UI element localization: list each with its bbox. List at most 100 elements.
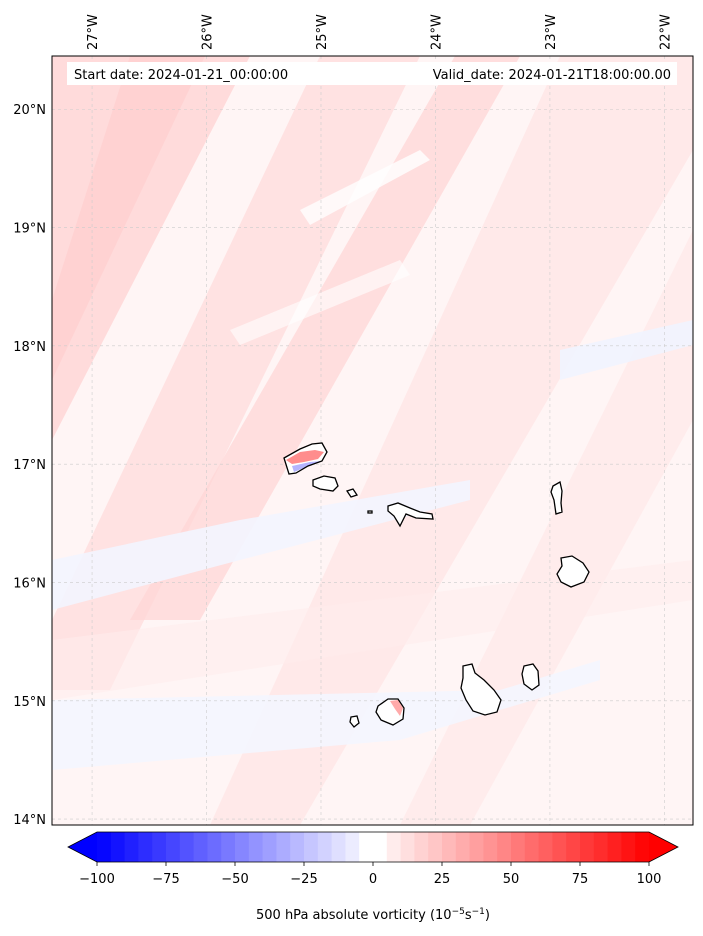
colorbar-body [97,832,650,862]
colorbar-segment [152,832,167,862]
lat-tick-label: 18°N [13,340,46,355]
colorbar-segment [386,832,402,862]
colorbar: −100 −75 −50 −25 0 25 50 75 100 500 hPa absolute… [67,831,679,923]
lat-tick-label: 19°N [13,222,46,237]
colorbar-segment [635,832,650,862]
island-boa-vista [556,555,590,588]
island-fogo [375,698,405,726]
vorticity-band-nw [52,56,205,380]
colorbar-label-exp2: −1 [472,907,485,917]
island-santa-luzia [345,488,359,498]
colorbar-segment [483,832,498,862]
lat-tick-label: 14°N [13,813,46,828]
colorbar-tick-label: −50 [221,872,248,887]
lat-tick-label: 15°N [13,695,46,710]
colorbar-tick-labels: −100 −75 −50 −25 0 25 50 75 100 [79,862,661,887]
map-frame [51,55,694,826]
island-sao-vicente [312,475,339,492]
colorbar-segment [414,832,429,862]
lat-tick-label: 16°N [13,576,46,591]
colorbar-segment [221,832,236,862]
colorbar-segment [304,832,319,862]
colorbar-segment [124,832,139,862]
island-branco [367,510,373,514]
vorticity-band-center-strong [130,56,520,620]
colorbar-label-end: ) [485,908,490,923]
colorbar-segment [593,832,609,862]
lon-tick-label: 25°W [315,14,330,50]
colorbar-segment [262,832,277,862]
vorticity-band-blue-3 [560,320,693,380]
start-date-label: Start date: 2024-01-21_00:00:00 [74,68,288,83]
island-santiago [460,663,502,716]
colorbar-segment [607,832,622,862]
colorbar-segment [359,832,374,862]
lon-tick-label: 24°W [429,14,444,50]
colorbar-tick-label: −75 [152,872,179,887]
island-maio [521,663,540,691]
lat-tick-label: 20°N [13,103,46,118]
colorbar-segment [97,832,112,862]
vorticity-band-white-2 [230,260,410,345]
island-sao-nicolau [387,502,434,528]
lon-tick-label: 22°W [658,14,673,50]
colorbar-segment [193,832,208,862]
island-sal [550,480,563,515]
colorbar-segment [110,832,126,862]
colorbar-segment [455,832,471,862]
colorbar-tick-label: −100 [79,872,115,887]
colorbar-low-extend-arrow [68,832,97,862]
colorbar-segment [400,832,415,862]
vorticity-bands [52,56,693,825]
colorbar-segment [566,832,581,862]
colorbar-tick-label: −25 [290,872,317,887]
latitude-tick-labels: 20°N 19°N 18°N 17°N 16°N 15°N 14°N [13,103,46,828]
colorbar-tick-label: 100 [637,872,662,887]
valid-date-label: Valid_date: 2024-01-21T18:00:00.00 [433,68,671,83]
longitude-tick-labels: 27°W 26°W 25°W 24°W 23°W 22°W [86,14,673,50]
colorbar-segment [524,832,540,862]
vorticity-band-white-1 [300,150,430,225]
colorbar-segment [511,832,526,862]
island-santo-antao [283,442,328,475]
colorbar-segment [290,832,305,862]
colorbar-segment [248,832,264,862]
colorbar-label-main: 500 hPa absolute vorticity (10 [256,908,452,923]
vorticity-band-south [52,560,693,700]
colorbar-segment [331,832,346,862]
colorbar-segment [235,832,250,862]
colorbar-high-extend-arrow [649,832,678,862]
colorbar-segment [469,832,484,862]
lon-tick-label: 26°W [201,14,216,50]
colorbar-segment [442,832,457,862]
vorticity-band-blue-1 [52,480,470,610]
colorbar-segment [207,832,222,862]
colorbar-segment [166,832,181,862]
colorbar-segment [276,832,291,862]
colorbar-tick-label: 50 [503,872,520,887]
colorbar-segment [538,832,553,862]
colorbar-tick-label: 0 [369,872,377,887]
colorbar-segment [138,832,153,862]
colorbar-tick-label: 25 [434,872,451,887]
colorbar-segment [552,832,567,862]
colorbar-label-mid: s [465,908,472,923]
lon-tick-label: 23°W [544,14,559,50]
colorbar-segment [179,832,195,862]
colorbar-segment [428,832,443,862]
vorticity-band-blue-2 [52,660,600,770]
colorbar-segment [317,832,333,862]
date-header-box: Start date: 2024-01-21_00:00:00 Valid_da… [67,62,677,85]
island-coastlines [283,442,590,728]
map-panel: Start date: 2024-01-21_00:00:00 Valid_da… [52,56,693,825]
colorbar-segment [373,832,388,862]
lon-tick-label: 27°W [86,14,101,50]
lat-tick-label: 17°N [13,458,46,473]
colorbar-segment [580,832,595,862]
gridlines [52,56,693,825]
colorbar-label-exp1: −5 [452,907,465,917]
colorbar-segment [345,832,360,862]
colorbar-tick-label: 75 [572,872,589,887]
colorbar-label: 500 hPa absolute vorticity (10−5s−1) [256,907,490,923]
